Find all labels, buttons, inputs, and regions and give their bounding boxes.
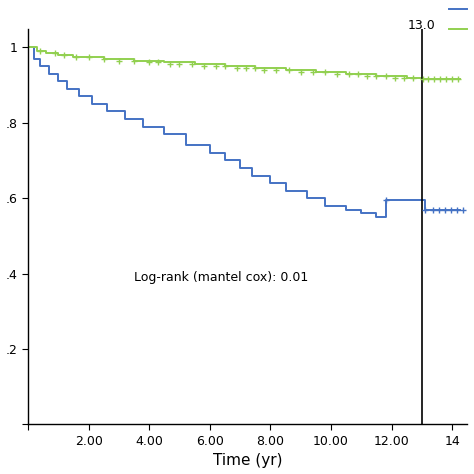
Text: Log-rank (mantel cox): 0.01: Log-rank (mantel cox): 0.01 — [134, 271, 308, 284]
Text: 13.0: 13.0 — [408, 19, 436, 32]
X-axis label: Time (yr): Time (yr) — [213, 454, 283, 468]
Legend: , : , — [448, 3, 470, 36]
